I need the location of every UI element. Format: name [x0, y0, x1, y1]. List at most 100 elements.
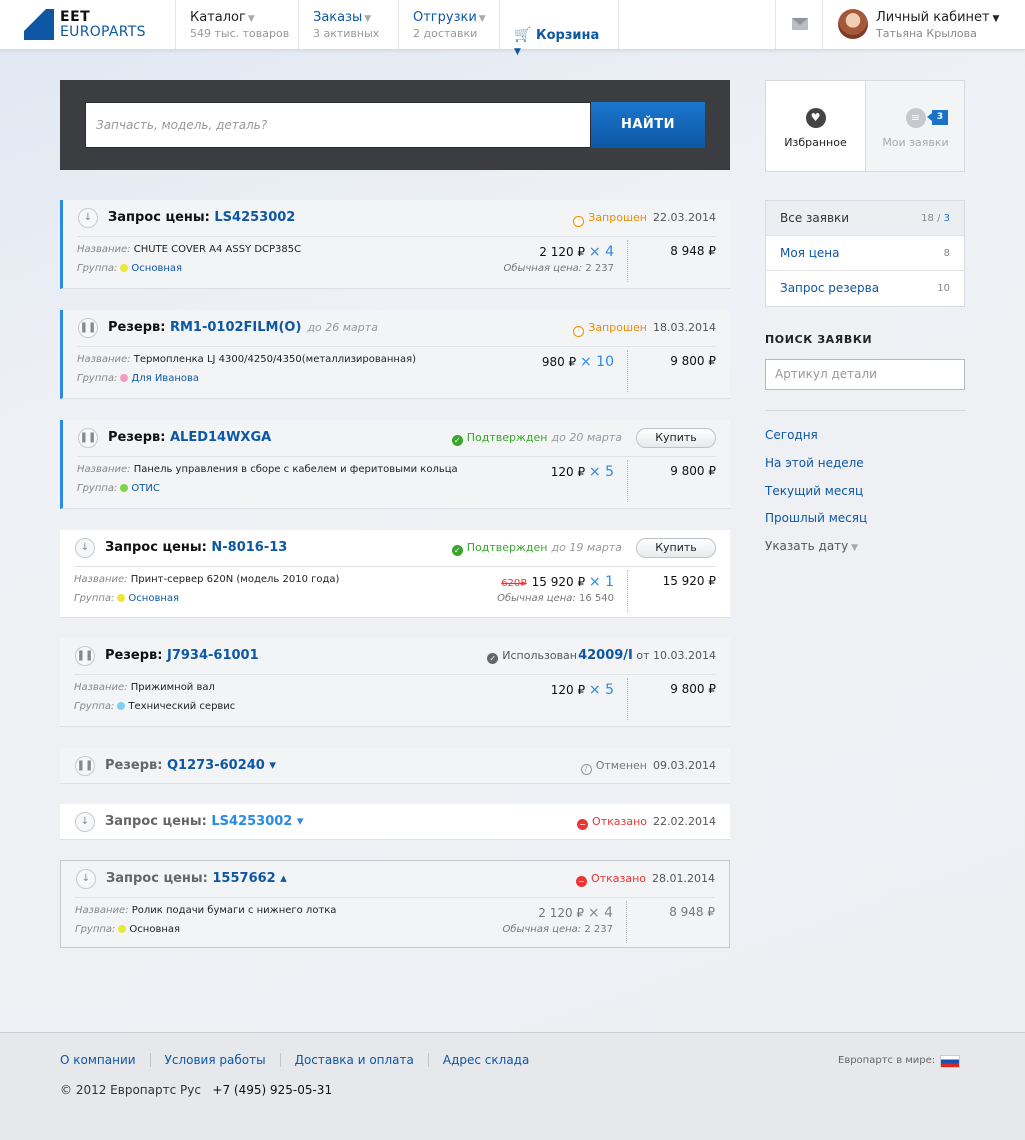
card-code[interactable]: 1557662 ▴ — [212, 871, 287, 886]
part-number-input[interactable]: Артикул детали — [765, 359, 965, 390]
logo[interactable]: EET EUROPARTS — [24, 9, 154, 41]
group-value[interactable]: Для Иванова — [131, 373, 199, 384]
download-icon[interactable]: ↓ — [76, 869, 96, 889]
avatar[interactable] — [838, 9, 868, 39]
card-code[interactable]: Q1273-60240 ▾ — [166, 758, 276, 773]
total-price: 8 948 ₽ — [670, 244, 716, 258]
buy-button[interactable]: Купить — [636, 538, 716, 558]
group-value[interactable]: Основная — [128, 593, 180, 604]
pause-icon[interactable]: ❚❚ — [78, 318, 98, 338]
nav-catalog[interactable]: Каталог ▼ 549 тыс. товаров — [175, 0, 298, 49]
filter-all[interactable]: Все заявки 18 / 3 — [766, 201, 964, 236]
nav-cart[interactable]: 🛒 Корзина ▼ — [499, 0, 619, 57]
nav-orders[interactable]: Заказы ▼ 3 активных — [298, 0, 398, 49]
date-this-month[interactable]: Текущий месяц — [765, 484, 864, 498]
quantity: × 1 — [588, 574, 614, 590]
card-code[interactable]: RM1-0102FILM(O) — [169, 320, 302, 335]
footer-link-delivery[interactable]: Доставка и оплата — [279, 1053, 428, 1067]
date-custom-label: Указать дату — [765, 539, 849, 553]
request-card[interactable]: ❚❚ Резерв: RM1-0102FILM(O) до 26 марта · З… — [60, 310, 730, 399]
date-custom[interactable]: Указать дату ▼ — [765, 539, 858, 553]
card-type: Резерв: — [105, 648, 163, 663]
footer-link-warehouse[interactable]: Адрес склада — [427, 1053, 544, 1067]
date-today[interactable]: Сегодня — [765, 428, 818, 442]
copyright: © 2012 Европартс Рус +7 (495) 925-05-31 — [60, 1083, 332, 1097]
footer-link-about[interactable]: О компании — [60, 1053, 136, 1067]
card-code[interactable]: ALED14WXGA — [169, 430, 272, 445]
pause-icon[interactable]: ❚❚ — [75, 756, 95, 776]
filter-count: 10 — [937, 283, 950, 294]
search-button[interactable]: НАЙТИ — [591, 102, 705, 148]
minus-circle-icon: − — [577, 819, 589, 830]
name-label: Название: — [75, 905, 129, 916]
orig-value: 16 540 — [579, 593, 614, 604]
divider — [627, 240, 628, 282]
nav-shipments[interactable]: Отгрузки ▼ 2 доставки — [398, 0, 499, 49]
card-type: Запрос цены: — [105, 814, 207, 829]
item-name: Название: Ролик подачи бумаги с нижнего … — [75, 905, 455, 916]
orig-value: 2 237 — [584, 924, 613, 935]
unit-price: 2 120 ₽ × 4 — [539, 244, 614, 260]
total-price: 15 920 ₽ — [662, 574, 716, 588]
clock-icon: · — [573, 216, 585, 227]
card-code[interactable]: N-8016-13 — [211, 540, 288, 555]
name-value: Прижимной вал — [130, 682, 215, 693]
card-code[interactable]: LS4253002 — [214, 210, 296, 225]
download-icon[interactable]: ↓ — [75, 538, 95, 558]
favorites-label: Избранное — [784, 136, 847, 149]
request-card[interactable]: ↓ Запрос цены: LS4253002 · Запрошен 22.03… — [60, 200, 730, 289]
account-menu[interactable]: Личный кабинет ▼ Татьяна Крылова — [876, 10, 999, 40]
card-type: Резерв: — [108, 320, 166, 335]
group-value[interactable]: Технический сервис — [128, 701, 236, 712]
total-price: 9 800 ₽ — [670, 354, 716, 368]
pause-icon[interactable]: ❚❚ — [78, 428, 98, 448]
request-card[interactable]: ❚❚ Резерв: J7934-61001 ✓ Использован 4200… — [60, 638, 730, 727]
name-value: Термопленка LJ 4300/4250/4350(металлизир… — [133, 354, 417, 365]
group-value[interactable]: ОТИС — [131, 483, 160, 494]
requests-badge: 3 — [927, 110, 948, 125]
until-date: до 20 марта — [551, 431, 623, 444]
filter-my-price[interactable]: Моя цена 8 — [766, 236, 964, 271]
group-value[interactable]: Основная — [131, 263, 183, 274]
name-label: Название: — [77, 464, 131, 475]
status-badge: ✓ Подтвержден до 19 марта — [451, 541, 622, 556]
pause-icon[interactable]: ❚❚ — [75, 646, 95, 666]
filter-reserve[interactable]: Запрос резерва 10 — [766, 271, 964, 306]
card-code[interactable]: LS4253002 ▾ — [211, 814, 304, 829]
group-label: Группа: — [74, 701, 115, 712]
account-user: Татьяна Крылова — [876, 27, 977, 40]
my-requests-tab[interactable]: ≡ 3 Мои заявки — [866, 81, 965, 171]
divider — [74, 674, 716, 675]
item-name: Название: Принт-сервер 620N (модель 2010… — [74, 574, 454, 585]
orig-label: Обычная цена: — [503, 263, 583, 274]
chevron-down-icon: ▼ — [989, 14, 1000, 24]
request-card[interactable]: ↓ Запрос цены: N-8016-13 ✓ Подтвержден до … — [60, 530, 730, 618]
divider — [74, 566, 716, 567]
date-this-week[interactable]: На этой неделе — [765, 456, 864, 470]
date-last-month[interactable]: Прошлый месяц — [765, 511, 868, 525]
search-input[interactable]: Запчасть, модель, деталь? — [85, 102, 591, 148]
price-value: 120 ₽ — [550, 465, 586, 479]
group-label: Группа: — [77, 483, 118, 494]
order-number[interactable]: 42009/I — [578, 648, 633, 663]
status-text: Запрошен — [588, 321, 647, 334]
group-color-dot — [120, 264, 129, 272]
buy-button[interactable]: Купить — [636, 428, 716, 448]
orig-label: Обычная цена: — [502, 924, 582, 935]
request-card[interactable]: ❚❚ Резерв: ALED14WXGA ✓ Подтвержден до 20 … — [60, 420, 730, 509]
download-icon[interactable]: ↓ — [78, 208, 98, 228]
card-code[interactable]: J7934-61001 — [166, 648, 259, 663]
group-value[interactable]: Основная — [129, 924, 181, 935]
request-card[interactable]: ↓ Запрос цены: 1557662 ▴ − Отказано 28.01… — [60, 860, 730, 948]
request-card-collapsed[interactable]: ↓ Запрос цены: LS4253002 ▾ − Отказано 22.… — [60, 804, 730, 840]
download-icon[interactable]: ↓ — [75, 812, 95, 832]
mail-button[interactable] — [775, 0, 823, 49]
favorites-tab[interactable]: ♥ Избранное — [766, 81, 866, 171]
footer-link-terms[interactable]: Условия работы — [149, 1053, 280, 1067]
item-name: Название: CHUTE COVER A4 ASSY DCP385C — [77, 244, 457, 255]
request-card-collapsed[interactable]: ❚❚ Резерв: Q1273-60240 ▾ / Отменен 09.03.… — [60, 748, 730, 784]
world-label: Европартс в мире: — [838, 1055, 936, 1066]
chevron-down-icon: ▼ — [514, 47, 521, 57]
russia-flag-icon[interactable] — [940, 1055, 960, 1068]
divider — [77, 236, 716, 237]
